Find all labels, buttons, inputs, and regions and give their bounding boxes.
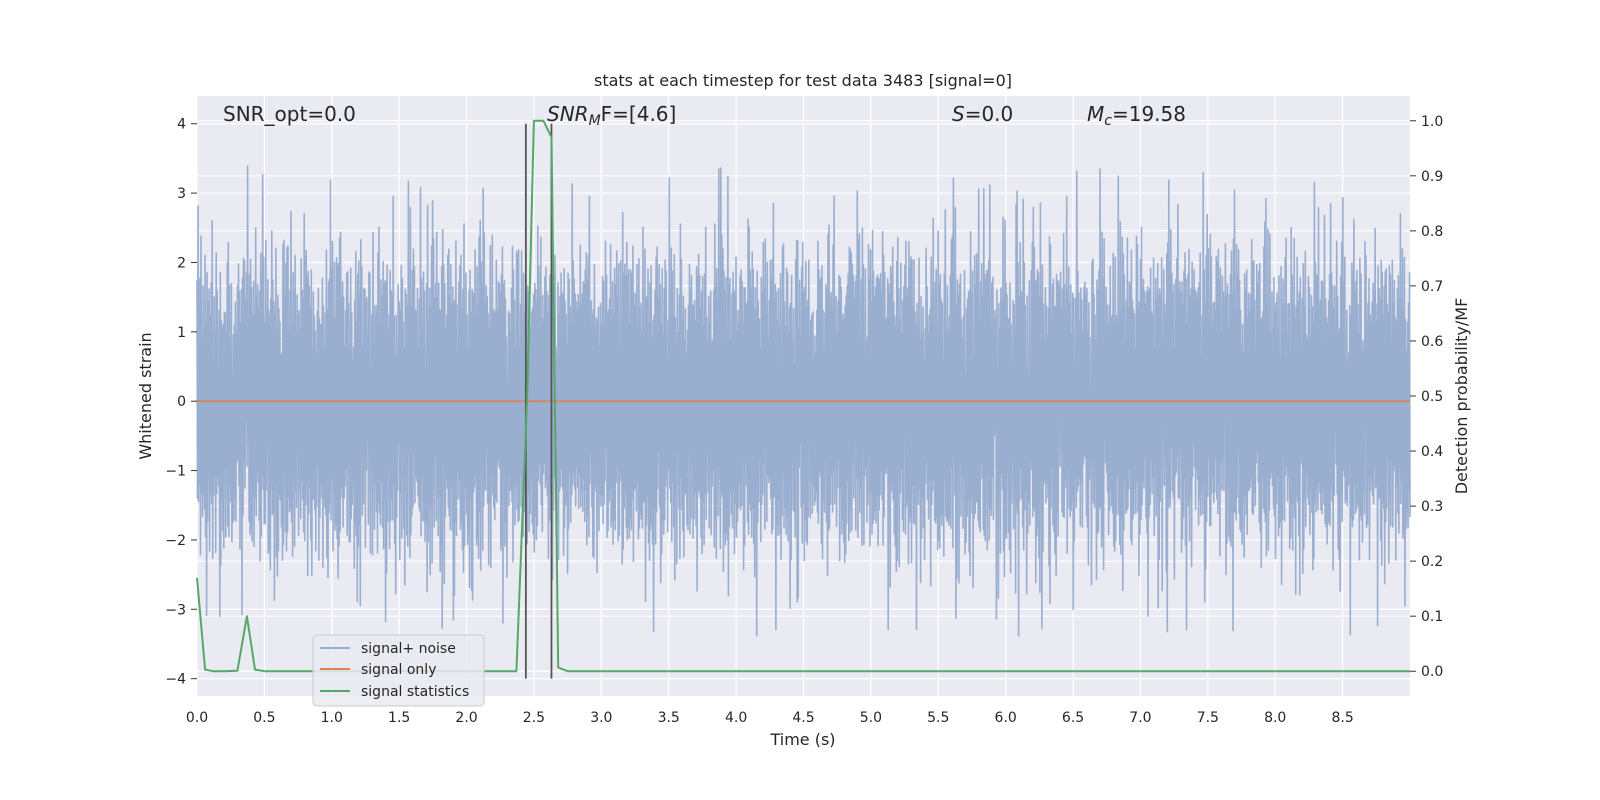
annotation-snr-mf-sub: M	[589, 113, 601, 129]
y2-tick-label: 0.2	[1421, 554, 1443, 570]
y-tick-label: 0	[177, 394, 186, 410]
annotation-snr-mf-main: SNR	[547, 102, 589, 126]
x-tick-label: 8.5	[1331, 710, 1353, 726]
y2-tick-label: 0.0	[1421, 664, 1443, 680]
y2-tick-label: 0.4	[1421, 444, 1443, 460]
x-tick-label: 3.0	[590, 710, 612, 726]
annotation-s: S=0.0	[952, 102, 1013, 126]
legend-box	[312, 634, 485, 707]
legend-label-signal-only: signal only	[361, 662, 436, 678]
y2-tick-label: 1.0	[1421, 114, 1443, 130]
signal-noise-line	[196, 165, 1411, 637]
x-tick-label: 7.0	[1129, 710, 1151, 726]
y2-tick-label: 0.6	[1421, 334, 1443, 350]
annotation-mc-sub: c	[1104, 113, 1112, 129]
vertical-markers	[524, 123, 553, 679]
y-tick-label: −3	[165, 602, 186, 618]
annotation-snr-opt: SNR_opt=0.0	[223, 102, 356, 126]
legend-label-signal-statistics: signal statistics	[361, 684, 469, 700]
x-tick-label: 4.5	[792, 710, 814, 726]
annotation-s-value: =0.0	[965, 102, 1014, 126]
x-tick-label: 5.5	[927, 710, 949, 726]
x-tick-label: 8.0	[1264, 710, 1286, 726]
y-tick-label: −2	[165, 533, 186, 549]
annotation-mc-main: M	[1087, 102, 1104, 126]
y-tick-label: −1	[165, 464, 186, 480]
y-tick-label: 4	[177, 117, 186, 133]
y2-axis-label: Detection probability/MF	[1452, 298, 1471, 495]
annotation-snr-mf-value: F=[4.6]	[601, 102, 677, 126]
tick-labels: 0.0 0.5 1.0 1.5 2.0 2.5 3.0 3.5 4.0 4.5 5.0 5.5 6.0 6…	[165, 114, 1443, 726]
x-tick-label: 7.5	[1197, 710, 1219, 726]
legend-label-signal-noise: signal+ noise	[361, 641, 456, 657]
signal-statistics-line	[196, 119, 1410, 673]
x-tick-label: 5.0	[860, 710, 882, 726]
y2-tick-label: 0.9	[1421, 169, 1443, 185]
y2-tick-label: 0.1	[1421, 609, 1443, 625]
y-tick-label: 1	[177, 325, 186, 341]
x-tick-label: 2.0	[455, 710, 477, 726]
x-tick-label: 0.5	[253, 710, 275, 726]
y2-tick-label: 0.3	[1421, 499, 1443, 515]
annotation-s-main: S	[952, 102, 965, 126]
x-tick-label: 1.0	[321, 710, 343, 726]
y-tick-label: −4	[165, 672, 186, 688]
y2-tick-label: 0.5	[1421, 389, 1443, 405]
y2-tick-label: 0.7	[1421, 279, 1443, 295]
x-tick-label: 6.0	[995, 710, 1017, 726]
annotation-mc-value: =19.58	[1112, 102, 1186, 126]
x-tick-label: 3.5	[658, 710, 680, 726]
chart-title: stats at each timestep for test data 348…	[594, 71, 1012, 90]
x-tick-label: 1.5	[388, 710, 410, 726]
series-signal-noise	[196, 165, 1411, 637]
annotation-snr-mf: SNRMF=[4.6]	[547, 102, 676, 129]
annotation-mc: Mc=19.58	[1087, 102, 1186, 129]
x-tick-label: 4.0	[725, 710, 747, 726]
series-signal-statistics	[196, 119, 1410, 673]
y-axis-label: Whitened strain	[136, 332, 155, 459]
y-tick-label: 2	[177, 255, 186, 271]
x-tick-label: 2.5	[523, 710, 545, 726]
y-tick-label: 3	[177, 186, 186, 202]
legend: signal+ noise signal only signal statist…	[312, 634, 485, 707]
x-axis-label: Time (s)	[769, 730, 835, 749]
y2-tick-label: 0.8	[1421, 224, 1443, 240]
x-tick-label: 0.0	[186, 710, 208, 726]
x-tick-label: 6.5	[1062, 710, 1084, 726]
